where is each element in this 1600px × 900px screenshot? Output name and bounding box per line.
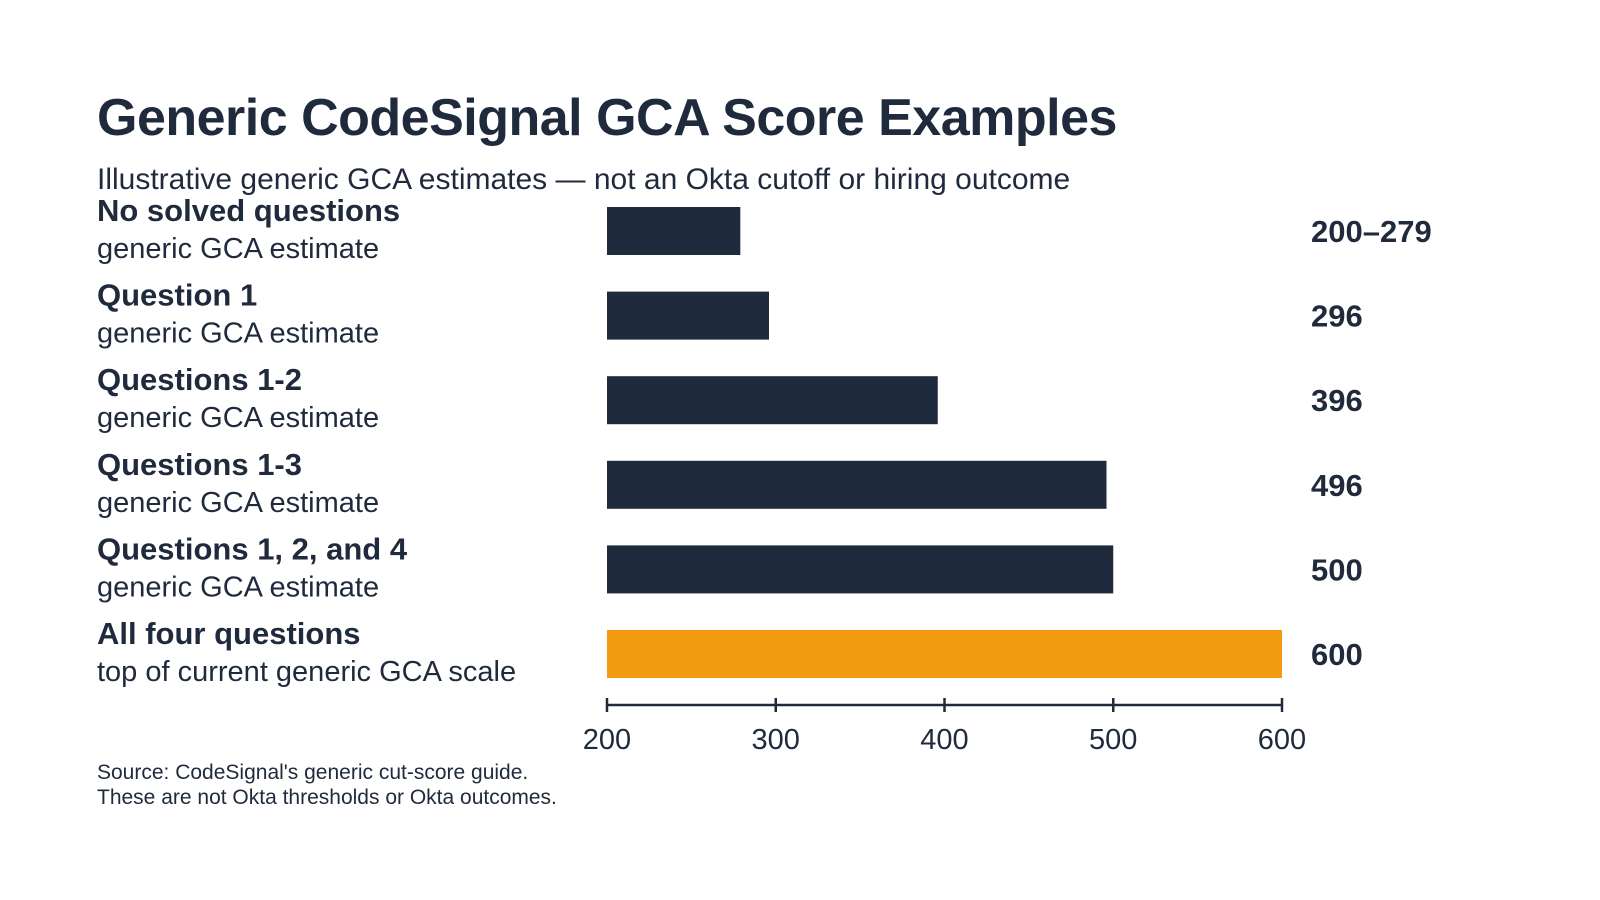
value-label: 600 <box>1311 637 1363 672</box>
source-line-1: Source: CodeSignal's generic cut-score g… <box>97 761 529 784</box>
category-label: Questions 1, 2, and 4 <box>97 531 408 566</box>
x-tick-label: 300 <box>752 724 800 756</box>
category-sublabel: generic GCA estimate <box>97 571 379 603</box>
bar <box>607 545 1114 594</box>
source-line-2: These are not Okta thresholds or Okta ou… <box>97 786 557 809</box>
value-label: 296 <box>1311 299 1363 334</box>
category-label: Questions 1-2 <box>97 362 302 397</box>
category-sublabel: generic GCA estimate <box>97 233 379 265</box>
x-tick-label: 400 <box>920 724 968 756</box>
value-label: 200–279 <box>1311 214 1432 249</box>
category-label: No solved questions <box>97 193 400 228</box>
x-tick-label: 500 <box>1089 724 1137 756</box>
value-label: 496 <box>1311 468 1363 503</box>
bar <box>607 207 741 255</box>
category-label: All four questions <box>97 616 361 651</box>
x-tick-label: 600 <box>1258 724 1306 756</box>
source-note: Source: CodeSignal's generic cut-score g… <box>97 760 557 810</box>
bar <box>607 460 1107 509</box>
category-sublabel: generic GCA estimate <box>97 487 379 519</box>
category-sublabel: generic GCA estimate <box>97 402 379 434</box>
chart-subtitle: Illustrative generic GCA estimates — not… <box>97 163 1071 196</box>
category-sublabel: top of current generic GCA scale <box>97 656 516 688</box>
category-label: Question 1 <box>97 278 257 313</box>
bar <box>607 376 938 425</box>
category-sublabel: generic GCA estimate <box>97 318 379 350</box>
x-tick-label: 200 <box>583 724 631 756</box>
value-label: 396 <box>1311 383 1363 418</box>
chart-title: Generic CodeSignal GCA Score Examples <box>97 89 1117 147</box>
bar <box>607 291 769 340</box>
value-label: 500 <box>1311 552 1363 587</box>
category-label: Questions 1-3 <box>97 447 302 482</box>
bar-highlight <box>607 630 1282 678</box>
